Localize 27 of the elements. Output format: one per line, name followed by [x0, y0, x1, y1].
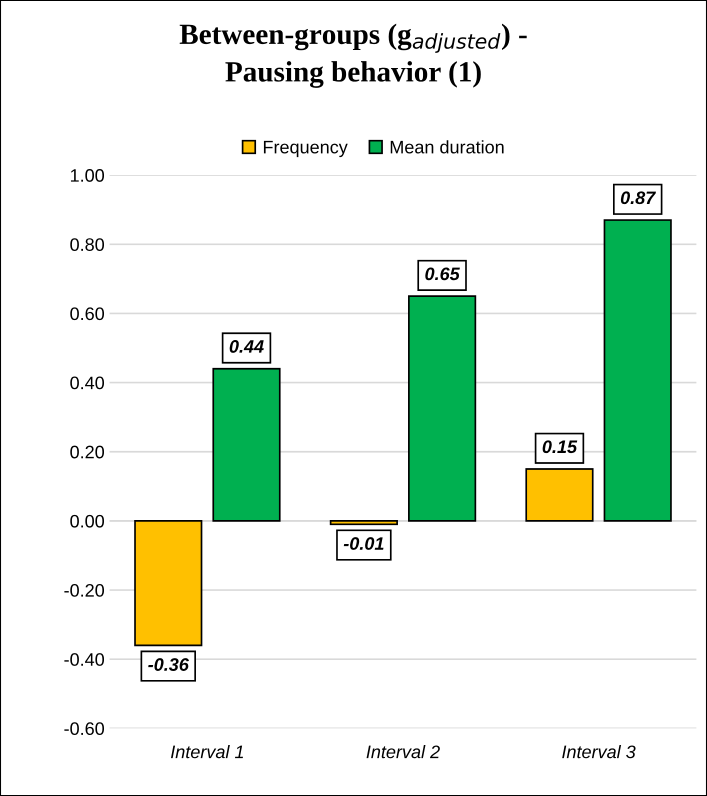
- y-tick-label: -0.40: [64, 653, 104, 666]
- legend-label: Frequency: [264, 140, 348, 158]
- x-tick-label: Interval 1: [170, 745, 243, 758]
- y-tick-label: 1.00: [70, 169, 104, 182]
- y-tick-label: 0.40: [70, 376, 104, 390]
- legend-label: Mean duration: [390, 140, 504, 154]
- y-tick-label: -0.20: [64, 584, 104, 597]
- y-tick-label: 0.80: [70, 238, 104, 251]
- y-tick-label: 0.60: [70, 307, 104, 320]
- y-tick-label: -0.60: [64, 722, 104, 736]
- data-label: 0.65: [425, 267, 460, 280]
- x-tick-label: Interval 3: [562, 745, 636, 758]
- y-tick-label: 0.20: [70, 446, 104, 458]
- data-label: 0.44: [230, 340, 264, 353]
- bar: [525, 468, 594, 522]
- bar: [134, 520, 202, 646]
- data-label: -0.01: [344, 537, 384, 550]
- x-tick-label: Interval 2: [366, 745, 440, 758]
- y-tick-label: 0.00: [70, 514, 104, 528]
- data-label: 0.15: [542, 440, 578, 454]
- data-label: 0.87: [620, 191, 656, 204]
- data-label: -0.36: [148, 658, 189, 671]
- bar: [408, 295, 476, 522]
- chart-title: Between-groups (g$_{adjusted}$) - Pausing behavior (1): [180, 24, 527, 88]
- bar: [212, 368, 281, 522]
- bar: [330, 520, 398, 526]
- bar: [604, 219, 672, 522]
